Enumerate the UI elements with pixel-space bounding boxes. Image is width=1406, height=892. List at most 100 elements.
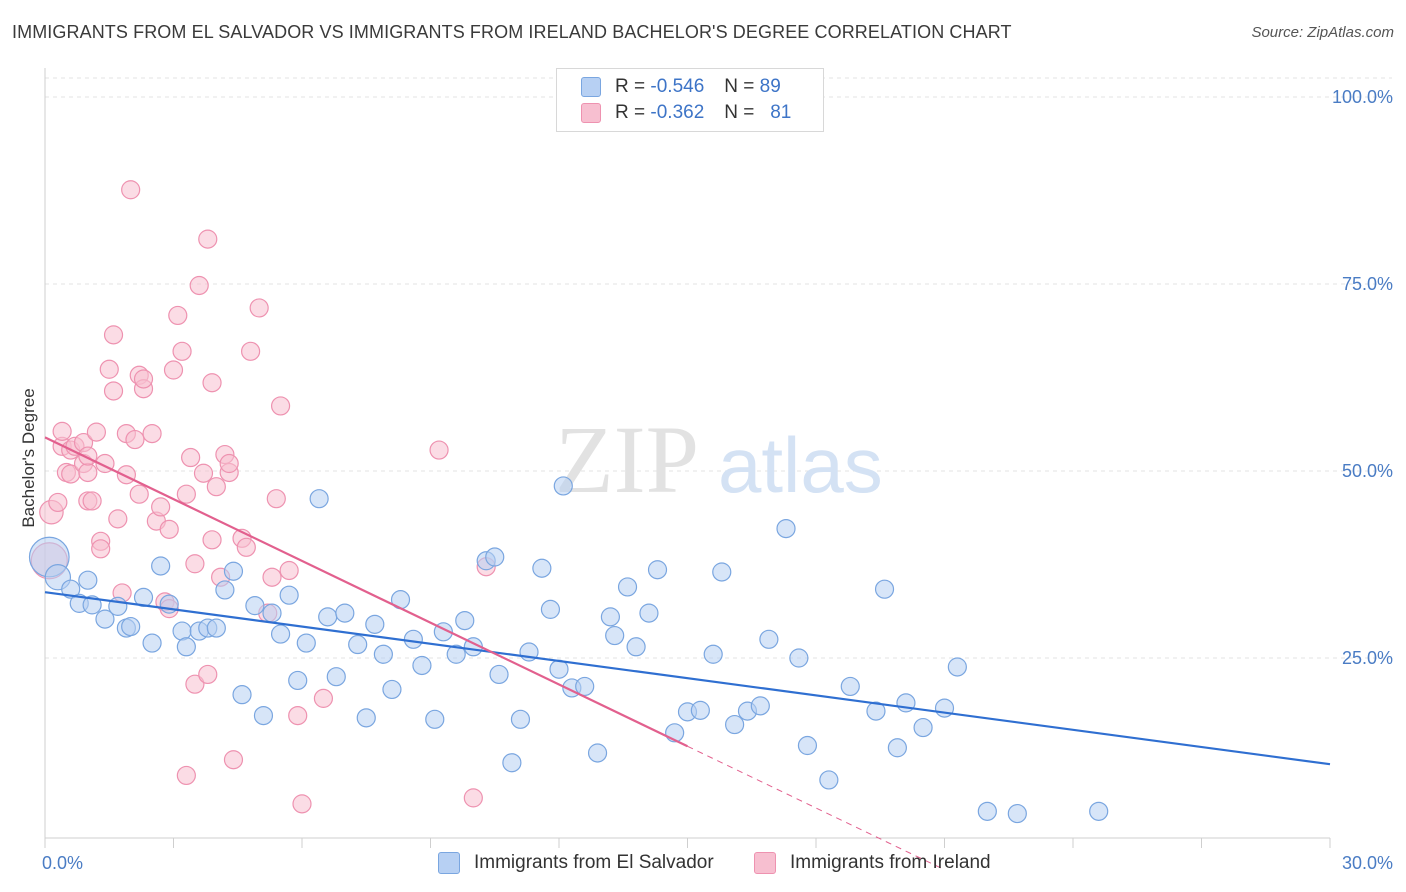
- ireland-point: [185, 674, 205, 694]
- ireland-point: [198, 664, 218, 685]
- ireland-point: [99, 359, 119, 379]
- el-salvador-point: [455, 610, 475, 631]
- series-swatch-blue: [438, 852, 460, 874]
- el-salvador-point: [348, 634, 368, 655]
- y-axis-label: Bachelor's Degree: [19, 388, 38, 527]
- ireland-point: [219, 453, 239, 474]
- el-salvador-point: [61, 579, 81, 599]
- ireland-point: [279, 560, 299, 581]
- ireland-point: [313, 688, 334, 708]
- ireland-point: [198, 229, 218, 249]
- el-salvador-point: [382, 679, 402, 700]
- ireland-point: [176, 765, 196, 786]
- el-salvador-point: [626, 637, 646, 657]
- ireland-point: [202, 530, 222, 550]
- watermark: ZIP atlas: [555, 406, 883, 513]
- el-salvador-point: [365, 614, 385, 634]
- el-salvador-point: [553, 476, 573, 496]
- el-salvador-point: [318, 607, 338, 627]
- ireland-point: [116, 465, 136, 485]
- el-salvador-point: [296, 633, 316, 653]
- el-salvador-point: [750, 696, 770, 716]
- y-tick-label: 50.0%: [1342, 461, 1393, 481]
- ireland-point: [168, 305, 188, 326]
- el-salvador-point: [232, 685, 252, 705]
- el-salvador-point: [605, 625, 625, 646]
- watermark-zip: ZIP: [555, 406, 699, 513]
- ireland-point: [189, 275, 209, 296]
- el-salvador-point: [587, 743, 608, 763]
- stats-legend: R = -0.546 N = 89 R = -0.362 N = 81: [556, 68, 824, 132]
- el-salvador-point: [121, 616, 141, 637]
- x-tick-label: 30.0%: [1342, 853, 1393, 873]
- ireland-point: [288, 705, 308, 726]
- el-salvador-point: [335, 603, 355, 623]
- el-salvador-point: [206, 618, 226, 638]
- legend-r-label: R =: [615, 102, 646, 123]
- el-salvador-point: [540, 599, 561, 619]
- y-tick-label: 100.0%: [1332, 87, 1393, 107]
- tick-labels: 25.0% 50.0% 75.0% 100.0% 0.0% 30.0%: [42, 87, 1393, 873]
- el-salvador-point: [485, 547, 505, 567]
- el-salvador-point: [819, 770, 839, 790]
- el-salvador-point: [913, 717, 933, 738]
- el-salvador-point: [759, 629, 779, 649]
- el-salvador-point: [412, 655, 432, 676]
- el-salvador-point: [425, 709, 445, 729]
- ireland-point: [176, 484, 196, 504]
- ireland-point: [121, 180, 141, 200]
- ireland-point: [185, 554, 205, 574]
- el-salvador-point: [176, 637, 196, 657]
- ireland-point: [108, 509, 128, 529]
- series-legend: Immigrants from El Salvador Immigrants f…: [0, 852, 1406, 876]
- legend-r-label: R =: [615, 76, 646, 97]
- ireland-point: [151, 497, 171, 517]
- ireland-point: [129, 484, 149, 504]
- ireland-point: [142, 424, 162, 444]
- series-legend-el-salvador: Immigrants from El Salvador: [438, 852, 714, 874]
- el-salvador-point: [639, 603, 659, 623]
- el-salvador-point: [887, 738, 907, 758]
- ireland-point: [172, 341, 192, 361]
- el-salvador-point: [510, 709, 531, 729]
- legend-row-ireland: R = -0.362 N = 81: [581, 101, 791, 125]
- legend-n-value: 81: [770, 102, 792, 123]
- source-label: Source: ZipAtlas.com: [1251, 24, 1394, 41]
- el-salvador-point: [776, 518, 796, 539]
- ireland-point: [262, 567, 282, 587]
- legend-n-label: N =: [724, 76, 755, 97]
- ireland-point: [266, 489, 286, 509]
- ireland-point: [193, 463, 214, 483]
- ireland-point: [463, 788, 483, 808]
- el-salvador-point: [373, 644, 393, 664]
- y-tick-label: 25.0%: [1342, 648, 1393, 668]
- el-salvador-point: [840, 676, 860, 697]
- series-legend-ireland: Immigrants from Ireland: [754, 852, 991, 874]
- el-salvador-point: [223, 561, 244, 581]
- el-salvador-point: [977, 801, 997, 821]
- el-salvador-point: [532, 558, 552, 578]
- el-salvador-point: [947, 657, 967, 677]
- el-salvador-point: [489, 664, 509, 685]
- ireland-point: [125, 429, 145, 450]
- el-salvador-point: [356, 708, 376, 728]
- el-salvador-point: [82, 595, 102, 615]
- ireland-point: [86, 422, 107, 442]
- legend-r-value: -0.546: [650, 76, 705, 97]
- el-salvador-point: [309, 489, 329, 509]
- legend-r-value: -0.362: [650, 102, 705, 123]
- ireland-point: [202, 373, 222, 393]
- el-salvador-point: [279, 585, 299, 605]
- axes: [44, 68, 1331, 848]
- el-salvador-points: [28, 476, 1109, 824]
- legend-n-label: N =: [724, 102, 755, 123]
- ireland-point: [223, 750, 244, 770]
- ireland-trend-line-dashed: [687, 745, 945, 871]
- ireland-point: [429, 440, 449, 460]
- el-salvador-point: [712, 562, 732, 582]
- legend-row-el-salvador: R = -0.546 N = 89: [581, 75, 781, 99]
- ireland-point: [159, 519, 179, 539]
- series-name: Immigrants from Ireland: [790, 852, 991, 873]
- el-salvador-point: [172, 621, 192, 641]
